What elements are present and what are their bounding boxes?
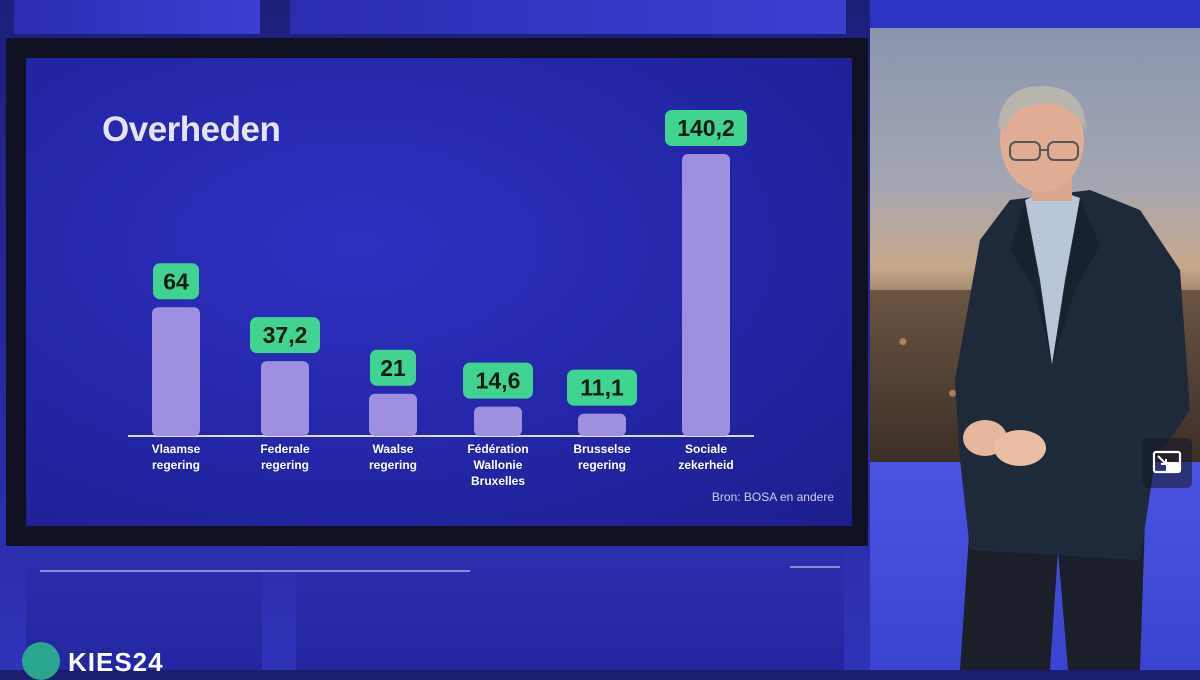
value-label: 11,1 xyxy=(580,375,624,401)
picture-in-picture-icon xyxy=(1152,450,1182,474)
presenter xyxy=(955,85,1190,670)
value-label: 21 xyxy=(380,355,406,381)
category-label: regering xyxy=(578,458,626,472)
bar xyxy=(474,406,522,436)
value-label-background xyxy=(665,110,747,146)
logo-text: KIES24 xyxy=(68,646,164,677)
bottom-video-wall xyxy=(0,548,870,670)
category-label: Waalse xyxy=(373,442,414,456)
channel-logo: KIES24 xyxy=(22,642,164,680)
top-video-wall xyxy=(0,0,860,36)
category-label: regering xyxy=(261,458,309,472)
category-label: regering xyxy=(152,458,200,472)
category-label: Sociale xyxy=(685,442,727,456)
category-label: Fédération xyxy=(467,442,528,456)
chart-title: Overheden xyxy=(102,110,281,149)
source-note: Bron: BOSA en andere xyxy=(711,490,834,504)
picture-in-picture-button[interactable] xyxy=(1142,438,1192,488)
bar xyxy=(152,307,200,436)
bar-chart: 64 Vlaamse regering 37,2 Federale regering 21 W… xyxy=(128,110,754,488)
category-label: Federale xyxy=(260,442,310,456)
bar xyxy=(578,413,626,436)
value-label: 14,6 xyxy=(476,368,521,394)
value-label-background xyxy=(250,317,320,354)
bar xyxy=(369,393,417,436)
value-label-background xyxy=(463,362,533,399)
value-label-background xyxy=(153,263,199,300)
category-label: zekerheid xyxy=(678,458,733,472)
category-label: Vlaamse xyxy=(152,442,201,456)
bar xyxy=(682,154,730,436)
category-label: Bruxelles xyxy=(471,474,525,488)
chart-screen: Overheden 64 Vlaamse regering 37,2 Federale r… xyxy=(26,58,852,526)
value-label: 37,2 xyxy=(263,322,308,348)
bar xyxy=(261,361,309,436)
logo-mark xyxy=(22,642,60,680)
value-label-background xyxy=(370,349,416,386)
value-label: 140,2 xyxy=(677,115,735,141)
category-label: Brusselse xyxy=(573,442,631,456)
value-label-background xyxy=(567,369,637,406)
category-label: Wallonie xyxy=(474,458,523,472)
category-label: regering xyxy=(369,458,417,472)
value-label: 64 xyxy=(163,268,189,294)
